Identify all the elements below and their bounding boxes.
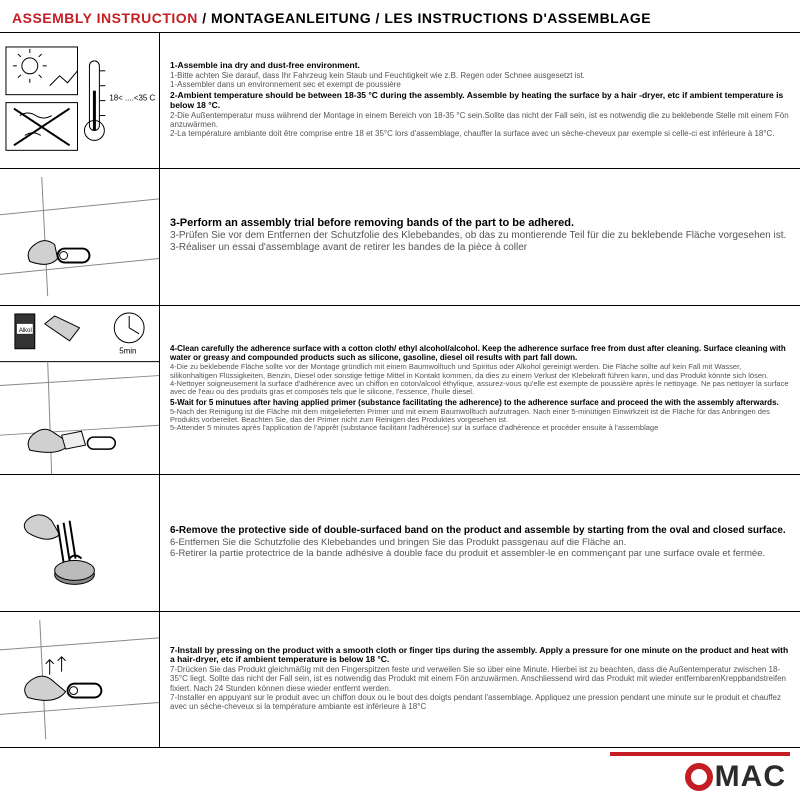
footer-accent-line xyxy=(610,752,790,756)
row-4-5: Alkol 5min 4-Clean carefully the adheren… xyxy=(0,306,800,476)
s6-fr: 6-Retirer la partie protectrice de la ba… xyxy=(170,548,765,559)
alcohol-label: Alkol xyxy=(19,327,32,333)
s2-fr: 2-La température ambiante doit être comp… xyxy=(170,129,775,138)
s7-de: 7-Drücken Sie das Produkt gleichmäßig mi… xyxy=(170,665,786,692)
s2-bold: 2-Ambient temperature should be between … xyxy=(170,90,783,110)
logo-o-icon xyxy=(685,763,713,791)
text-7: 7-Install by pressing on the product wit… xyxy=(160,612,800,747)
temp-label: 18< ....<35 C xyxy=(109,94,155,103)
illustration-1: 18< ....<35 C xyxy=(0,33,160,168)
title-de: MONTAGEANLEITUNG xyxy=(211,10,371,26)
s2-de: 2-Die Außentemperatur muss während der M… xyxy=(170,111,789,129)
s4-fr: 4-Nettoyer soigneusement la surface d'ad… xyxy=(170,379,789,396)
s1-bold: 1-Assemble ina dry and dust-free environ… xyxy=(170,60,360,70)
s5-de: 5-Nach der Reinigung ist die Fläche mit … xyxy=(170,407,770,424)
logo-text: MAC xyxy=(715,760,786,794)
row-6: 6-Remove the protective side of double-s… xyxy=(0,475,800,611)
step-2: 2-Ambient temperature should be between … xyxy=(170,91,790,138)
s7-fr: 7-Installer en appuyant sur le produit a… xyxy=(170,693,781,711)
brand-logo: MAC xyxy=(685,760,786,794)
s7-bold: 7-Install by pressing on the product wit… xyxy=(170,645,788,665)
row-7: 7-Install by pressing on the product wit… xyxy=(0,612,800,748)
row-1-2: 18< ....<35 C 1-Assemble ina dry and dus… xyxy=(0,33,800,169)
s6-bold: 6-Remove the protective side of double-s… xyxy=(170,525,786,536)
text-6: 6-Remove the protective side of double-s… xyxy=(160,475,800,610)
page-title: ASSEMBLY INSTRUCTION / MONTAGEANLEITUNG … xyxy=(0,0,800,32)
step-1: 1-Assemble ina dry and dust-free environ… xyxy=(170,61,790,89)
title-sep2: / xyxy=(371,10,384,26)
s3-de: 3-Prüfen Sie vor dem Entfernen der Schut… xyxy=(170,230,786,241)
timer-label: 5min xyxy=(119,346,136,355)
step-7: 7-Install by pressing on the product wit… xyxy=(170,646,790,711)
text-3: 3-Perform an assembly trial before remov… xyxy=(160,169,800,304)
s4-de: 4-Die zu beklebende Fläche sollte vor de… xyxy=(170,362,768,379)
illustration-6 xyxy=(0,475,160,610)
text-4-5: 4-Clean carefully the adherence surface … xyxy=(160,306,800,475)
instruction-rows: 18< ....<35 C 1-Assemble ina dry and dus… xyxy=(0,32,800,748)
s6-de: 6-Entfernen Sie die Schutzfolie des Kleb… xyxy=(170,537,626,548)
illustration-7 xyxy=(0,612,160,747)
s1-fr: 1-Assembler dans un environnement sec et… xyxy=(170,80,401,89)
title-en: ASSEMBLY INSTRUCTION xyxy=(12,10,198,26)
step-3: 3-Perform an assembly trial before remov… xyxy=(170,217,790,254)
illustration-3 xyxy=(0,169,160,304)
step-4: 4-Clean carefully the adherence surface … xyxy=(170,345,790,396)
s3-bold: 3-Perform an assembly trial before remov… xyxy=(170,217,574,229)
s5-bold: 5-Wait for 5 minutues after having appli… xyxy=(170,398,779,407)
text-1-2: 1-Assemble ina dry and dust-free environ… xyxy=(160,33,800,168)
s1-de: 1-Bitte achten Sie darauf, dass Ihr Fahr… xyxy=(170,71,585,80)
title-sep1: / xyxy=(198,10,211,26)
s3-fr: 3-Réaliser un essai d'assemblage avant d… xyxy=(170,242,527,253)
s5-fr: 5-Attender 5 minutes après l'application… xyxy=(170,423,658,432)
row-3: 3-Perform an assembly trial before remov… xyxy=(0,169,800,305)
step-6: 6-Remove the protective side of double-s… xyxy=(170,525,790,560)
illustration-4-5: Alkol 5min xyxy=(0,306,160,475)
s4-bold: 4-Clean carefully the adherence surface … xyxy=(170,344,786,362)
title-fr: LES INSTRUCTIONS D'ASSEMBLAGE xyxy=(384,10,651,26)
footer: MAC xyxy=(0,748,800,800)
step-5: 5-Wait for 5 minutues after having appli… xyxy=(170,399,790,433)
